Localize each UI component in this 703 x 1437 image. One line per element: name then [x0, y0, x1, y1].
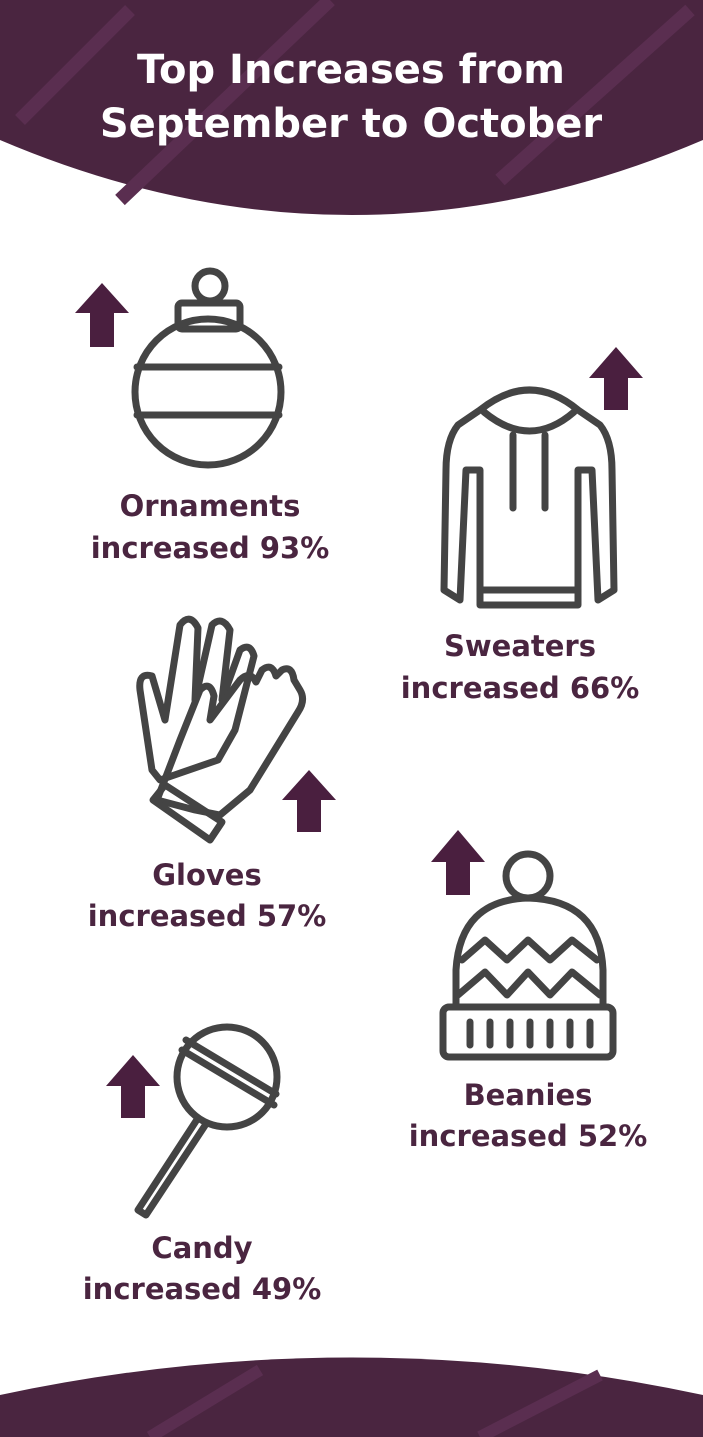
- item-name: Sweaters: [444, 629, 596, 663]
- lollipop-icon: [134, 1023, 281, 1219]
- item-name: Beanies: [464, 1078, 593, 1112]
- item-change: increased 66%: [401, 671, 640, 705]
- header-streaks: [15, 0, 695, 206]
- up-arrow: [431, 830, 485, 895]
- ornament-icon: [131, 267, 285, 469]
- sweater-icon: [440, 386, 618, 609]
- up-arrow: [282, 770, 336, 832]
- footer-streaks: [146, 1364, 603, 1437]
- item-change: increased 93%: [91, 531, 330, 565]
- title-line: Top Increases from: [137, 47, 565, 93]
- footer-band: [0, 1357, 703, 1437]
- item-name: Candy: [151, 1231, 252, 1265]
- item-change: increased 57%: [88, 899, 327, 933]
- item-name: Gloves: [152, 858, 262, 892]
- up-arrow: [75, 283, 129, 347]
- item-name: Ornaments: [120, 489, 301, 523]
- item-change: increased 52%: [409, 1119, 648, 1153]
- title-line: September to October: [100, 101, 603, 147]
- item-change: increased 49%: [83, 1272, 322, 1306]
- up-arrow: [106, 1055, 160, 1118]
- up-arrow: [589, 347, 643, 410]
- beanie-icon: [439, 850, 617, 1061]
- gloves-icon: [136, 615, 307, 844]
